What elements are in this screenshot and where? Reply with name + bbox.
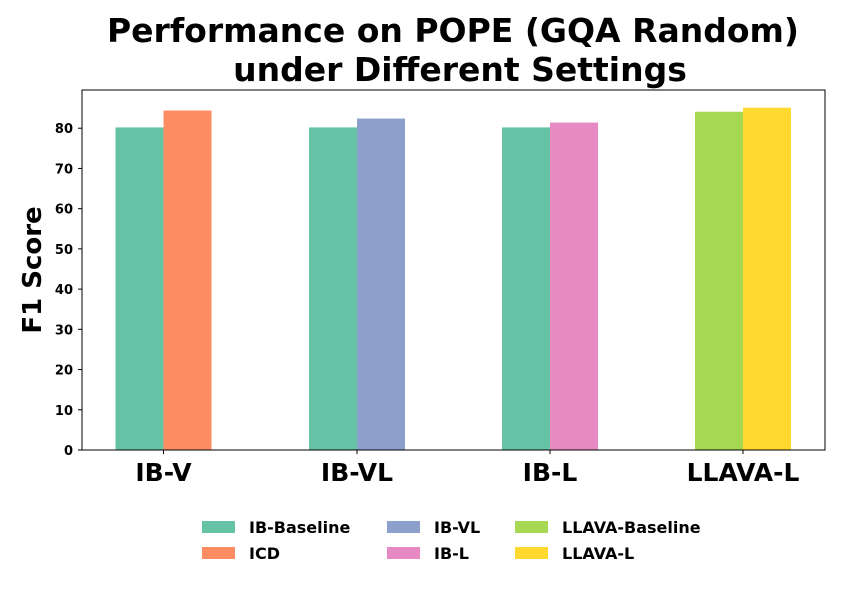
legend-swatch	[515, 521, 548, 533]
legend-swatch	[202, 547, 235, 559]
bar-ib-vl-ib-baseline	[309, 127, 357, 450]
x-tick-label: IB-L	[523, 458, 578, 487]
bar-ib-vl-ib-vl	[357, 118, 405, 451]
legend-label: IB-L	[434, 544, 469, 563]
bar-ib-l-ib-baseline	[502, 127, 550, 450]
y-tick-label: 40	[55, 283, 73, 298]
y-axis-label: F1 Score	[18, 206, 48, 333]
chart-title-line-1: Performance on POPE (GQA Random)	[107, 11, 799, 50]
bars-layer	[115, 107, 791, 451]
y-tick-label: 20	[55, 364, 73, 379]
y-axis: 0 10 20 30 40 50 60 70 80	[55, 122, 82, 459]
bar-llava-l-llava-l	[743, 107, 791, 450]
plot-frame	[81, 89, 826, 451]
y-tick-label: 80	[55, 122, 73, 137]
bar-ib-v-ib-baseline	[115, 127, 164, 450]
legend-label: LLAVA-Baseline	[562, 518, 701, 537]
bar-ib-v-icd	[163, 110, 212, 450]
y-tick-label: 60	[55, 203, 73, 218]
legend-label: ICD	[249, 544, 280, 563]
legend-swatch	[387, 547, 420, 559]
chart-title-line-2: under Different Settings	[233, 50, 687, 89]
legend-label: IB-VL	[434, 518, 480, 537]
legend-swatch	[202, 521, 235, 533]
y-tick-label: 0	[64, 444, 73, 459]
legend-label: IB-Baseline	[249, 518, 351, 537]
legend-swatch	[387, 521, 420, 533]
y-tick-label: 70	[55, 162, 73, 177]
y-tick-label: 10	[55, 404, 73, 419]
y-tick-label: 50	[55, 243, 73, 258]
bar-ib-l-ib-l	[550, 122, 598, 451]
legend-label: LLAVA-L	[562, 544, 634, 563]
y-tick-label: 30	[55, 323, 73, 338]
legend-swatch	[515, 547, 548, 559]
x-tick-label: IB-V	[135, 458, 192, 487]
x-tick-label: IB-VL	[321, 458, 393, 487]
x-axis: IB-V IB-VL IB-L LLAVA-L	[135, 450, 799, 487]
legend: IB-Baseline ICD IB-VL IB-L LLAVA-Baseline LLA…	[202, 518, 701, 563]
x-tick-label: LLAVA-L	[687, 458, 800, 487]
bar-llava-l-llava-baseline	[695, 111, 743, 450]
